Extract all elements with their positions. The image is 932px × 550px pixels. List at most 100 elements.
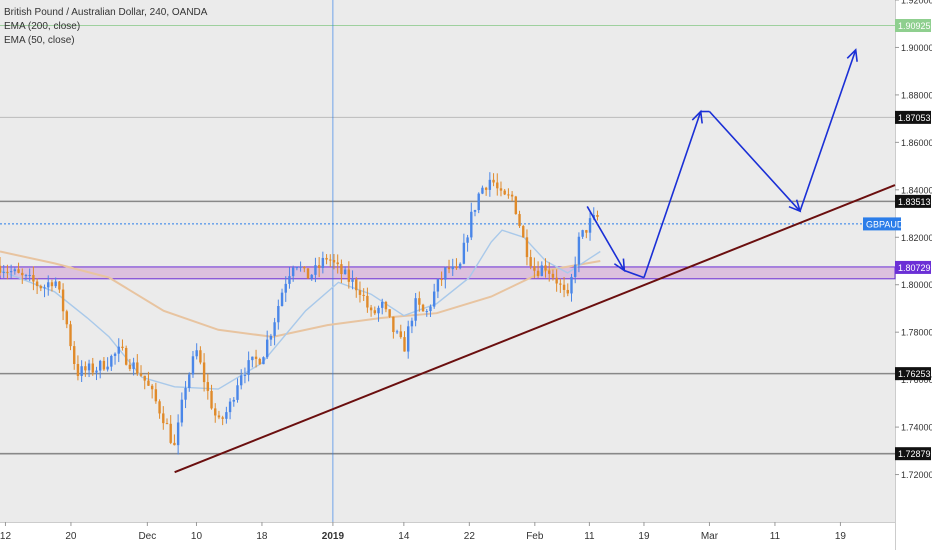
x-tick-label-4: 18 [256,531,268,542]
candle-body-134 [496,182,499,189]
candle-body-109 [403,337,406,352]
ema-200-line [0,250,601,338]
candle-body-53 [195,350,198,357]
candle-body-58 [214,408,217,416]
y-tick-label-0: 1.92000 [901,0,932,6]
candle-body-101 [373,310,377,314]
candle-body-127 [470,211,473,238]
chart-legend: British Pound / Australian Dollar, 240, … [4,6,207,48]
candle-body-29 [106,366,109,370]
candle-body-11 [39,286,43,289]
candle-body-22 [80,366,83,376]
candle-body-146 [540,265,544,277]
candle-body-130 [481,187,484,194]
candle-body-89 [329,259,332,261]
x-tick-label-5: 2019 [322,531,345,542]
candle-body-152 [562,284,566,290]
y-tick-label-9: 1.74000 [901,423,932,433]
candle-body-72 [265,339,269,358]
candle-body-87 [321,257,325,268]
candle-body-90 [332,260,336,263]
ema-200-legend: EMA (200, close) [4,21,81,32]
x-tick-label-0: 12 [0,531,11,542]
candle-body-128 [473,210,477,212]
candle-body-97 [358,290,362,295]
candle-body-96 [355,279,358,291]
forecast-segment-1 [624,269,645,279]
candle-body-0 [0,265,2,273]
candle-body-84 [310,274,313,279]
candle-body-120 [444,267,447,280]
candle-body-114 [421,304,425,312]
candle-body-20 [73,346,76,364]
candle-body-118 [436,279,440,292]
forecast-arrowhead-5 [788,199,802,213]
candle-body-40 [147,380,150,386]
candle-body-126 [466,237,469,243]
candle-body-64 [236,385,239,400]
candle-body-30 [110,355,113,367]
candle-body-49 [180,399,184,423]
candle-body-115 [425,311,428,313]
candle-body-76 [280,292,284,306]
x-tick-label-1: 20 [65,531,77,542]
price-label-2: 1.83513 [898,197,931,207]
candle-body-44 [162,413,165,424]
candle-body-70 [258,358,261,365]
candle-body-116 [429,306,432,312]
candle-body-3 [9,271,13,273]
candle-body-136 [503,190,506,195]
candle-body-141 [522,226,525,238]
candle-body-45 [165,423,169,425]
candle-body-139 [514,196,518,215]
candle-body-36 [132,362,135,369]
candle-body-17 [61,289,65,312]
candle-body-71 [262,357,265,365]
plot-background [0,0,895,522]
candle-body-55 [202,362,206,383]
candle-body-41 [150,385,154,390]
candle-body-78 [288,276,291,284]
candle-body-110 [407,326,410,352]
price-label-0: 1.90925 [898,21,931,31]
candle-body-145 [536,270,540,277]
x-tick-label-13: 19 [835,531,847,542]
price-label-1: 1.87053 [898,113,931,123]
candle-body-10 [35,281,39,287]
candle-body-144 [533,266,536,271]
candle-body-140 [518,214,521,227]
candle-body-99 [366,295,369,308]
candle-body-79 [291,267,295,277]
candle-body-143 [529,257,532,267]
candle-body-74 [273,322,276,336]
candle-body-31 [113,353,117,356]
price-label-bg-2 [895,194,931,208]
candle-body-148 [548,270,551,274]
forecast-segment-2 [643,111,702,278]
candle-body-149 [551,273,555,278]
candle-body-42 [154,389,158,402]
candle-body-106 [392,316,395,333]
candle-body-63 [232,399,235,402]
price-label-bg-4 [895,260,931,274]
candle-body-65 [240,375,243,386]
candle-body-137 [507,194,510,196]
candle-body-77 [284,283,287,293]
candle-body-156 [577,236,581,265]
candle-body-117 [432,291,436,307]
forecast-arrowhead-final [846,48,858,62]
forecast-arrowhead-3 [691,109,703,124]
price-label-bg-0 [895,19,931,33]
x-tick-label-7: 22 [464,531,476,542]
candle-body-100 [369,307,373,311]
candle-body-60 [221,417,224,419]
candle-body-157 [581,230,584,237]
candle-body-51 [188,374,191,388]
candle-body-7 [24,275,28,277]
y-tick-label-8: 1.76000 [901,375,932,385]
candle-body-54 [199,350,202,363]
candle-body-68 [251,356,254,361]
candle-body-62 [228,401,232,413]
